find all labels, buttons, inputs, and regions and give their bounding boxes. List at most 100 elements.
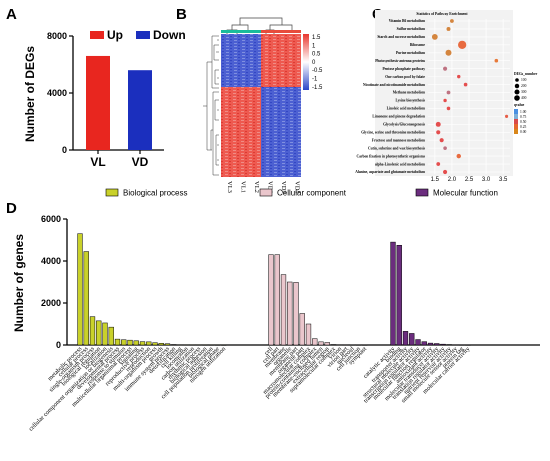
go-bar: [299, 313, 305, 346]
pathway-label: One carbon pool by folate: [385, 75, 425, 79]
bar-up: [86, 55, 110, 151]
go-bar: [293, 282, 299, 346]
y-tick-label: 4000: [41, 256, 61, 266]
pathway-label: alpha-Linolenic acid metabolism: [375, 162, 425, 166]
pathway-label: Fructose and mannose metabolism: [372, 138, 425, 142]
pathway-label: Lysine biosynthesis: [396, 99, 426, 103]
legend-label-down: Down: [153, 28, 186, 42]
x-tick-label: VD: [132, 155, 149, 169]
size-legend-dot: [515, 78, 519, 82]
colorbar-tick-label: 0.5: [312, 52, 321, 58]
colorbar-tick-label: 1: [312, 43, 316, 49]
pathway-point: [458, 40, 467, 49]
size-legend-dot: [514, 95, 520, 101]
size-legend-dot: [514, 89, 520, 95]
go-bar: [305, 323, 312, 346]
go-bar: [274, 254, 280, 346]
pathway-point: [443, 66, 448, 71]
colorbar-tick-label: -0.5: [312, 68, 323, 74]
go-bar: [152, 342, 158, 346]
go-classification-chart: Number of genes Biological process Cellul…: [12, 189, 540, 433]
color-legend-label: 0.50: [520, 120, 526, 124]
pathway-point: [436, 162, 441, 166]
size-legend-title: DEGs_number: [514, 72, 538, 76]
panel-letter-a: A: [6, 6, 17, 23]
pathway-label: Alanine, aspartate and glutamate metabol…: [355, 170, 425, 174]
y-tick-label: 0: [56, 340, 61, 350]
heatmap-column-label: VL2: [253, 181, 260, 193]
legend-swatch: [105, 188, 119, 197]
pathway-point: [457, 74, 461, 79]
heatmap-block: [261, 87, 301, 177]
heatmap-block: [221, 87, 261, 177]
pathway-point: [463, 82, 468, 87]
enrichment-title: Statistics of Pathway Enrichment: [416, 12, 468, 16]
enrichment-grid: [428, 19, 510, 174]
y-tick-label: 2000: [41, 298, 61, 308]
pathway-point: [450, 19, 454, 23]
row-dendrogram: [203, 35, 219, 176]
color-legend-swatch: [514, 124, 518, 129]
x-tick-label: 1.5: [431, 177, 440, 183]
panel-letter-b: B: [176, 6, 187, 23]
pathway-label: Cutin, suberine and wax biosynthesis: [368, 146, 426, 150]
pathway-label: Pentose phosphate pathway: [382, 67, 425, 71]
color-legend-label: 0.25: [520, 125, 526, 129]
x-tick-label: 3.0: [482, 177, 491, 183]
go-bar: [108, 326, 114, 346]
go-bar: [427, 342, 434, 346]
pathway-point: [443, 169, 448, 175]
go-bar: [77, 233, 83, 346]
x-tick-label: 2.0: [448, 177, 457, 183]
go-bar: [127, 339, 133, 346]
y-axis-title: Number of genes: [12, 234, 26, 332]
pathway-point: [446, 106, 451, 111]
go-bar: [318, 341, 324, 346]
pathway-label: Purine metabolism: [396, 51, 425, 55]
legend-swatch: [415, 188, 429, 197]
size-legend-label: 100: [521, 78, 527, 82]
go-bar: [164, 343, 171, 346]
go-bar: [139, 341, 146, 346]
go-bar: [158, 343, 164, 346]
pathway-points: [431, 19, 509, 175]
go-bar: [434, 343, 440, 346]
heatmap-panel: 1.5 1 0.5 0 -0.5 -1 -1.5 VL3 VL1 VL2 VD3 VD2 VD1: [203, 17, 323, 194]
go-bar: [396, 245, 402, 346]
go-bar: [121, 339, 127, 346]
go-category-label: cell: [263, 345, 275, 357]
pathway-label: Glycolysis/Gluconeogenesis: [383, 123, 426, 127]
pathway-point: [446, 26, 451, 31]
go-bar: [312, 338, 318, 346]
panel-letter-d: D: [6, 200, 17, 217]
colorbar-tick-label: 0: [312, 60, 316, 66]
heatmap-column-label: VD1: [294, 181, 301, 194]
legend-label: Molecular function: [433, 189, 498, 198]
colorbar-tick-label: 1.5: [312, 35, 321, 41]
color-legend-title: qvalue: [514, 103, 525, 107]
go-bar: [133, 340, 139, 346]
go-bar: [409, 333, 415, 346]
go-bar: [402, 331, 409, 346]
go-bar: [415, 339, 421, 346]
go-bar: [102, 322, 108, 346]
y-tick-label: 0: [62, 145, 67, 155]
size-legend-label: 400: [521, 96, 527, 100]
y-tick-label: 4000: [47, 88, 67, 98]
size-legend-label: 300: [521, 90, 527, 94]
legend-label: Biological process: [123, 189, 187, 198]
color-legend-label: 0.75: [520, 115, 526, 119]
pathway-label: Limonene and pinene degradation: [372, 115, 425, 119]
pathway-label: Vitamin B6 metabolism: [389, 19, 425, 23]
pathway-point: [435, 121, 441, 127]
heatmap-column-label: VD2: [280, 181, 287, 194]
color-legend-swatch: [514, 119, 518, 124]
pathway-label: Nicotinate and nicotinamide metabolism: [363, 83, 425, 87]
pathway-label: Starch and sucrose metabolism: [377, 35, 425, 39]
pathway-point: [431, 33, 438, 40]
color-legend-swatch: [514, 114, 518, 119]
legend-swatch-down: [136, 31, 150, 39]
go-bar: [146, 341, 152, 346]
y-axis-title: Number of DEGs: [23, 46, 37, 142]
colorbar-tick-label: -1: [312, 77, 318, 83]
